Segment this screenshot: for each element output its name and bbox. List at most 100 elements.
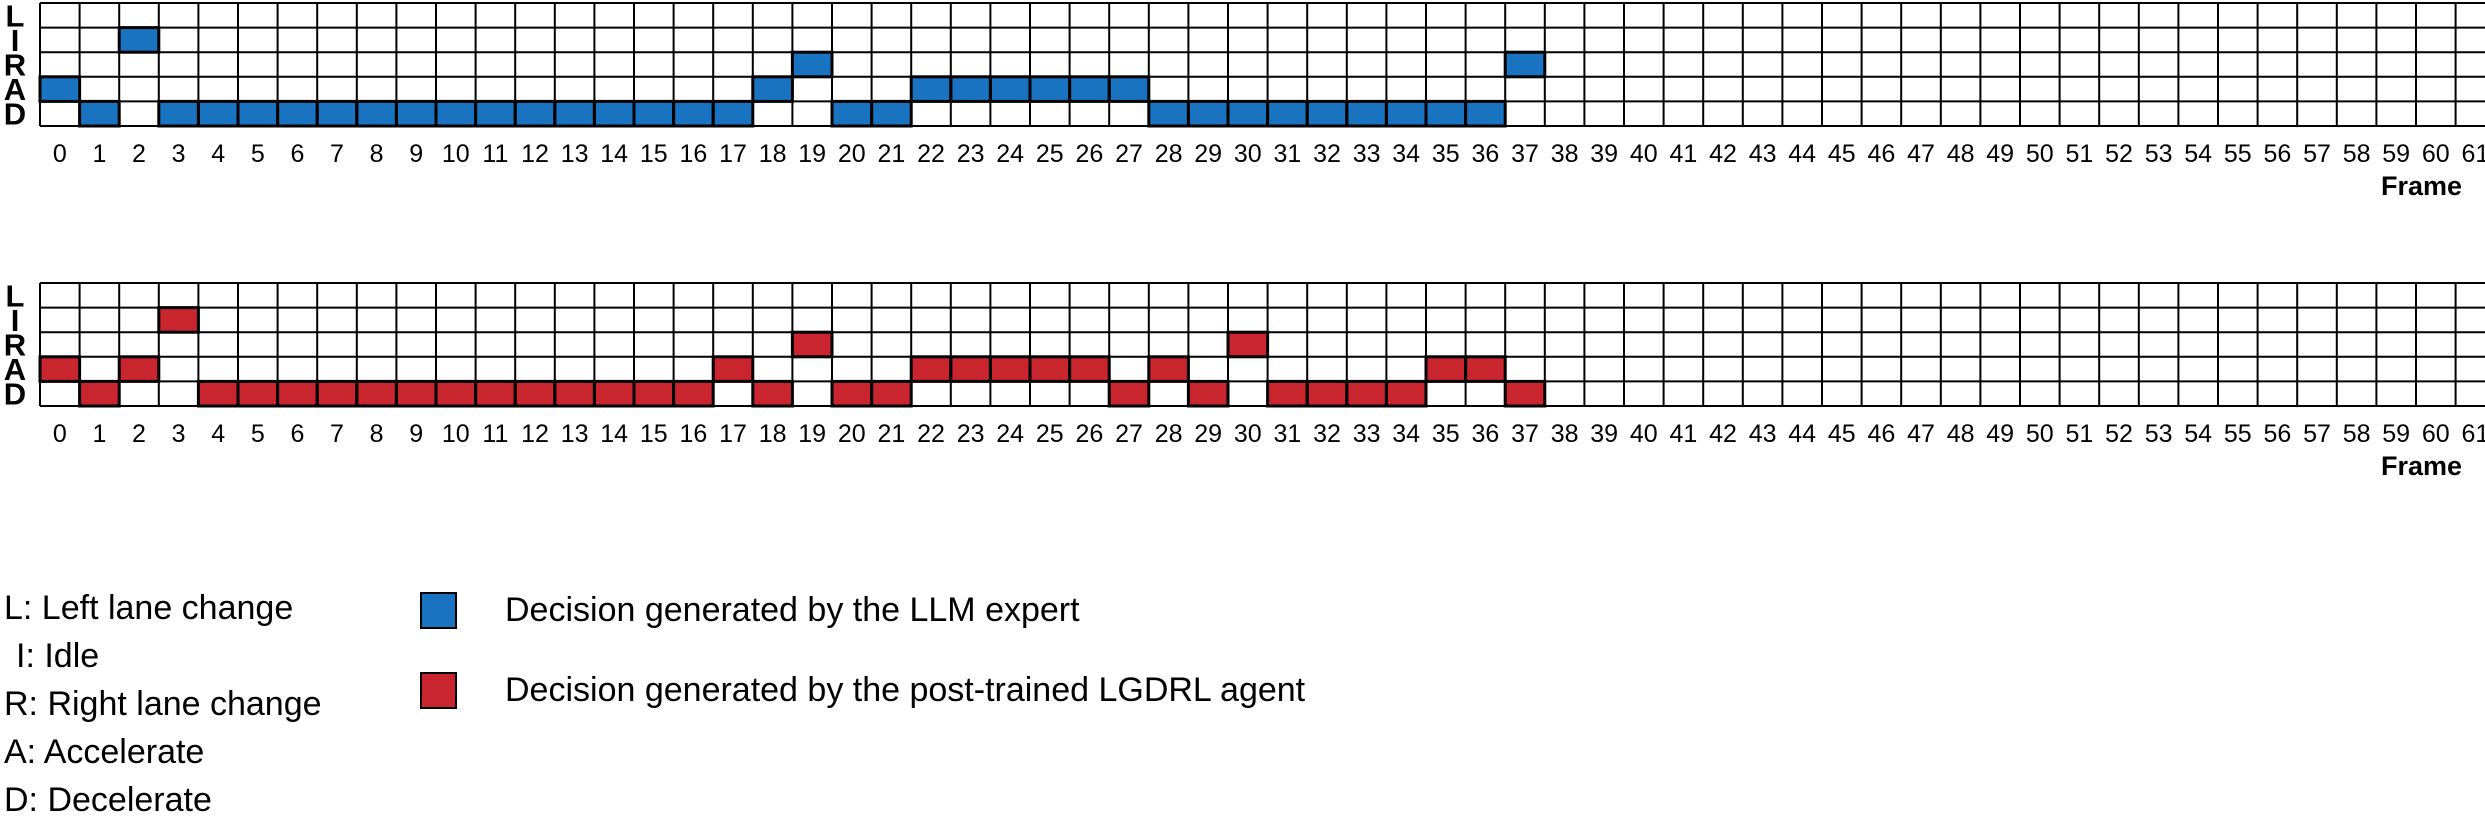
llm-expert-tick-20: 20 <box>838 140 866 168</box>
llm-expert-tick-15: 15 <box>640 140 668 168</box>
llm-expert-cell-frame-31-D <box>1267 101 1308 126</box>
lgdrl-agent-cell-frame-27-D <box>1109 381 1149 406</box>
lgdrl-agent-cell-frame-21-D <box>871 381 912 406</box>
lgdrl-agent-cell-frame-14-D <box>594 381 634 406</box>
llm-expert-cell-frame-36-D <box>1465 101 1506 126</box>
lgdrl-agent-cell-frame-31-D <box>1267 381 1308 406</box>
llm-expert-cell-frame-16-D <box>673 101 714 126</box>
llm-swatch <box>420 591 457 629</box>
llm-expert-cell-frame-22-A <box>911 76 951 102</box>
legend-label-lgdrl: Decision generated by the post-trained L… <box>505 670 1306 709</box>
abbr-accelerate: A: Accelerate <box>4 733 205 771</box>
llm-expert-tick-27: 27 <box>1115 140 1143 168</box>
llm-expert-row-label-L: L <box>6 0 25 33</box>
llm-expert-row-label-I: I <box>11 23 20 58</box>
llm-expert-tick-51: 51 <box>2065 140 2093 168</box>
llm-expert-tick-36: 36 <box>1471 140 1499 168</box>
lgdrl-agent-cell-outline-30 <box>1226 330 1270 359</box>
llm-expert-tick-9: 9 <box>409 140 423 168</box>
lgdrl-agent-cell-frame-34-D <box>1386 381 1426 406</box>
lgdrl-agent-cell-frame-1-D <box>79 381 120 406</box>
llm-expert-tick-45: 45 <box>1828 140 1856 168</box>
llm-expert-cell-outline-27 <box>1107 75 1151 103</box>
lgdrl-agent-tick-13: 13 <box>561 420 589 448</box>
llm-expert-cell-outline-0 <box>38 75 82 103</box>
lgdrl-agent-cell-frame-15-D <box>634 381 674 406</box>
lgdrl-agent-tick-16: 16 <box>679 420 707 448</box>
lgdrl-agent-cell-frame-36-A <box>1465 356 1506 382</box>
lgdrl-agent-tick-53: 53 <box>2145 420 2173 448</box>
abbr-decelerate: D: Decelerate <box>4 781 212 819</box>
llm-expert-tick-1: 1 <box>92 140 106 168</box>
lgdrl-agent-tick-20: 20 <box>838 420 866 448</box>
lgdrl-agent-cell-frame-11-D <box>475 381 516 406</box>
llm-expert-tick-14: 14 <box>600 140 628 168</box>
lgdrl-agent-cell-frame-32-D <box>1307 381 1347 406</box>
llm-expert-cell-frame-34-D <box>1386 101 1426 126</box>
lgdrl-agent-tick-7: 7 <box>330 420 344 448</box>
llm-expert-tick-34: 34 <box>1392 140 1420 168</box>
llm-expert-tick-26: 26 <box>1075 140 1103 168</box>
llm-expert-cell-frame-24-A <box>990 76 1030 102</box>
lgdrl-agent-row-label-D: D <box>4 377 26 412</box>
llm-expert-tick-49: 49 <box>1986 140 2014 168</box>
lgdrl-agent-tick-12: 12 <box>521 420 549 448</box>
llm-expert-tick-7: 7 <box>330 140 344 168</box>
lgdrl-agent-cell-frame-2-A <box>119 356 159 382</box>
lgdrl-agent-tick-58: 58 <box>2343 420 2371 448</box>
lgdrl-agent-cell-outline-27 <box>1107 379 1151 408</box>
llm-expert-tick-19: 19 <box>798 140 826 168</box>
lgdrl-agent-tick-49: 49 <box>1986 420 2014 448</box>
lgdrl-agent-cell-frame-9-D <box>396 381 436 406</box>
llm-expert-tick-21: 21 <box>877 140 905 168</box>
llm-expert-cell-frame-3-D <box>158 101 199 126</box>
llm-expert-cell-frame-14-D <box>594 101 634 126</box>
llm-expert-tick-5: 5 <box>251 140 265 168</box>
llm-expert-cell-frame-7-D <box>317 101 357 126</box>
llm-expert-tick-8: 8 <box>370 140 384 168</box>
llm-expert-cell-frame-33-D <box>1346 101 1387 126</box>
llm-expert-tick-10: 10 <box>442 140 470 168</box>
lgdrl-agent-cell-outline-37 <box>1503 379 1547 408</box>
legend-entry-lgdrl: Decision generated by the post-trained L… <box>420 669 1305 711</box>
lgdrl-agent-tick-42: 42 <box>1709 420 1737 448</box>
llm-expert-cell-outline-21 <box>870 99 913 128</box>
legend: L: Left lane change I: Idle R: Right lan… <box>0 580 2485 818</box>
llm-expert-tick-4: 4 <box>211 140 225 168</box>
lgdrl-agent-tick-35: 35 <box>1432 420 1460 448</box>
lgdrl-agent-tick-10: 10 <box>442 420 470 448</box>
lgdrl-agent-tick-27: 27 <box>1115 420 1143 448</box>
lgdrl-agent-tick-60: 60 <box>2422 420 2450 448</box>
llm-expert-cell-frame-32-D <box>1307 101 1347 126</box>
lgdrl-agent-cell-frame-22-A <box>911 356 951 382</box>
lgdrl-agent-cell-frame-35-A <box>1426 356 1466 382</box>
lgdrl-agent-cell-frame-19-R <box>792 332 832 357</box>
llm-expert-cell-frame-29-D <box>1188 101 1228 126</box>
lgdrl-agent-tick-56: 56 <box>2263 420 2291 448</box>
llm-expert-cell-outline-2 <box>117 26 161 54</box>
llm-expert-cell-frame-8-D <box>356 101 397 126</box>
lgdrl-agent-cell-frame-6-D <box>277 381 318 406</box>
lgdrl-agent-cell-outline-19 <box>790 330 834 359</box>
lgdrl-agent-tick-50: 50 <box>2026 420 2054 448</box>
llm-expert-cell-frame-10-D <box>436 101 476 126</box>
llm-expert-cell-frame-1-D <box>79 101 120 126</box>
llm-expert-xlabel: Frame <box>2381 171 2462 201</box>
lgdrl-agent-tick-36: 36 <box>1471 420 1499 448</box>
lgdrl-agent-cell-frame-24-A <box>990 356 1030 382</box>
lgdrl-agent-cell-frame-20-D <box>832 381 872 406</box>
lgdrl-agent-tick-33: 33 <box>1353 420 1381 448</box>
llm-expert-tick-59: 59 <box>2382 140 2410 168</box>
llm-expert-cell-frame-18-A <box>752 76 793 102</box>
llm-expert-cell-outline-36 <box>1464 99 1507 128</box>
lgdrl-agent-tick-51: 51 <box>2065 420 2093 448</box>
llm-expert-tick-47: 47 <box>1907 140 1935 168</box>
lgdrl-agent-tick-14: 14 <box>600 420 628 448</box>
llm-expert-tick-37: 37 <box>1511 140 1539 168</box>
lgdrl-agent-tick-26: 26 <box>1075 420 1103 448</box>
llm-expert-cell-frame-5-D <box>238 101 278 126</box>
lgdrl-agent-tick-25: 25 <box>1036 420 1064 448</box>
lgdrl-agent-cell-outline-18 <box>751 379 794 408</box>
llm-expert-tick-16: 16 <box>679 140 707 168</box>
lgdrl-agent-cell-outline-26 <box>1068 355 1111 383</box>
